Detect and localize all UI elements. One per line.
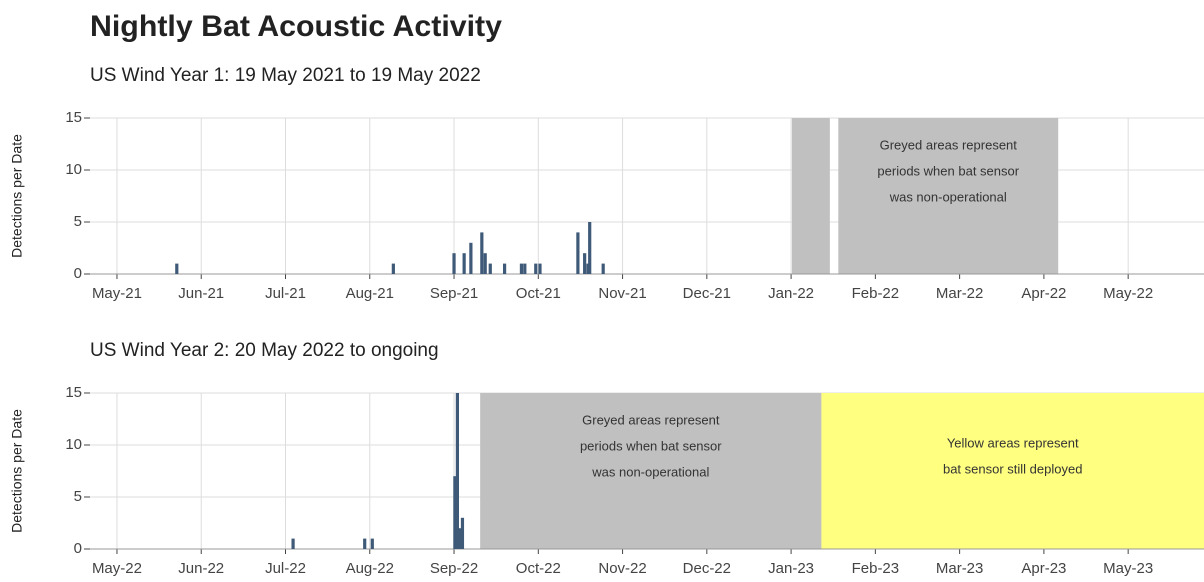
- x-tick-label: Aug-22: [346, 560, 394, 577]
- x-tick-label: Dec-22: [683, 560, 731, 577]
- x-tick-label: Jun-21: [178, 285, 224, 302]
- x-tick-label: Feb-22: [852, 285, 900, 302]
- x-tick-label: Mar-22: [936, 285, 984, 302]
- x-tick-label: Jul-22: [265, 560, 306, 577]
- x-tick-label: Jan-23: [768, 560, 814, 577]
- region-label: was non-operational: [591, 464, 709, 479]
- bar: [462, 253, 466, 274]
- bar: [363, 538, 367, 549]
- bar: [588, 222, 592, 274]
- y-tick-label: 15: [65, 384, 82, 401]
- x-tick-label: May-22: [92, 560, 142, 577]
- bar: [391, 263, 395, 274]
- bar: [458, 528, 462, 549]
- bar: [460, 517, 465, 549]
- x-tick-label: Jun-22: [178, 560, 224, 577]
- chart-title: Nightly Bat Acoustic Activity: [90, 10, 502, 43]
- bar: [483, 253, 487, 274]
- x-tick-label: Mar-23: [936, 560, 984, 577]
- y-axis-label: Detections per Date: [9, 134, 25, 258]
- bar: [502, 263, 507, 274]
- x-tick-label: May-22: [1103, 285, 1153, 302]
- bar: [175, 263, 179, 274]
- bar: [488, 263, 492, 274]
- y-tick-label: 5: [74, 488, 82, 505]
- x-tick-label: Nov-22: [598, 560, 646, 577]
- region-label: Yellow areas represent: [947, 435, 1079, 450]
- bar: [291, 538, 295, 549]
- x-tick-label: Feb-23: [852, 560, 900, 577]
- region-label: Greyed areas represent: [582, 412, 720, 427]
- region: [791, 118, 830, 274]
- x-tick-label: Nov-21: [598, 285, 646, 302]
- region: [480, 393, 822, 549]
- y-tick-label: 0: [74, 540, 82, 557]
- bar: [538, 263, 542, 274]
- x-tick-label: Apr-23: [1021, 560, 1066, 577]
- region-label: was non-operational: [889, 189, 1007, 204]
- x-tick-label: May-21: [92, 285, 142, 302]
- y-tick-label: 5: [74, 213, 82, 230]
- bar: [583, 253, 587, 274]
- y-axis-label: Detections per Date: [9, 409, 25, 533]
- bar: [586, 263, 590, 274]
- bar: [576, 232, 580, 274]
- bar: [452, 253, 456, 274]
- subtitle: US Wind Year 2: 20 May 2022 to ongoing: [90, 340, 439, 361]
- y-tick-label: 10: [65, 161, 82, 178]
- region: [821, 393, 1204, 549]
- x-tick-label: May-23: [1103, 560, 1153, 577]
- x-tick-label: Dec-21: [683, 285, 731, 302]
- bar: [469, 242, 473, 274]
- x-tick-label: Oct-21: [516, 285, 561, 302]
- region-label: periods when bat sensor: [580, 438, 722, 453]
- region-label: bat sensor still deployed: [943, 461, 1082, 476]
- region-label: Greyed areas represent: [880, 137, 1018, 152]
- bar: [480, 232, 484, 274]
- x-tick-label: Sep-22: [430, 560, 478, 577]
- bar: [523, 263, 527, 274]
- bar: [534, 263, 538, 274]
- x-tick-label: Jan-22: [768, 285, 814, 302]
- x-tick-label: Oct-22: [516, 560, 561, 577]
- y-tick-label: 0: [74, 265, 82, 282]
- x-tick-label: Aug-21: [346, 285, 394, 302]
- y-tick-label: 15: [65, 109, 82, 126]
- region: [838, 118, 1059, 274]
- y-tick-label: 10: [65, 436, 82, 453]
- subtitle: US Wind Year 1: 19 May 2021 to 19 May 20…: [90, 65, 481, 86]
- x-tick-label: Sep-21: [430, 285, 478, 302]
- bar: [601, 263, 605, 274]
- bar: [519, 263, 524, 274]
- region-label: periods when bat sensor: [877, 163, 1019, 178]
- bar: [453, 476, 457, 549]
- bar: [455, 393, 460, 549]
- bar: [370, 538, 374, 549]
- x-tick-label: Jul-21: [265, 285, 306, 302]
- x-tick-label: Apr-22: [1021, 285, 1066, 302]
